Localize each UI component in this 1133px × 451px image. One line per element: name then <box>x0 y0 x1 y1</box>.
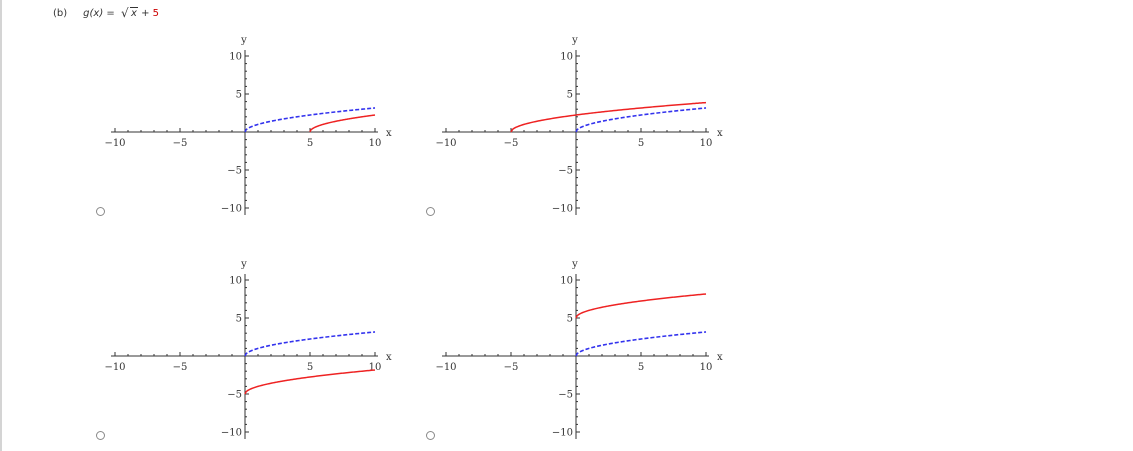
y-tick-label: −10 <box>552 428 573 439</box>
x-axis-label: x <box>386 352 392 363</box>
y-tick-label: 5 <box>567 90 573 101</box>
plot-option-c: −10 −5 5 10 10 5 −5 −10 x y <box>104 259 392 439</box>
y-tick-label: 10 <box>229 52 242 63</box>
x-tick-label: 5 <box>638 362 644 373</box>
x-tick-label: −10 <box>435 362 456 373</box>
y-tick-label: −5 <box>227 390 242 401</box>
x-tick-label: 10 <box>369 362 382 373</box>
x-tick-label: −5 <box>173 362 188 373</box>
x-tick-label: −10 <box>104 362 125 373</box>
plus-sign: + <box>137 8 153 19</box>
y-axis-label: y <box>240 259 247 270</box>
x-tick-label: −10 <box>435 138 456 149</box>
plot-option-b: −10 −5 5 10 10 5 −5 −10 x y <box>435 35 723 215</box>
transformed-function-curve <box>510 101 707 133</box>
part-label: (b) <box>53 8 68 19</box>
x-tick-label: 5 <box>307 138 313 149</box>
function-prefix: g(x) = <box>83 8 118 19</box>
x-tick-label: −5 <box>504 138 519 149</box>
radio-option-a[interactable] <box>96 207 105 216</box>
y-tick-label: 10 <box>560 52 573 63</box>
radio-option-b[interactable] <box>426 207 435 216</box>
y-tick-label: −5 <box>558 390 573 401</box>
y-axis-label: y <box>571 35 578 46</box>
y-tick-label: −10 <box>221 204 242 215</box>
y-tick-label: −5 <box>227 166 242 177</box>
radio-option-c[interactable] <box>96 431 105 440</box>
function-expression: g(x) = √ x + 5 <box>83 6 160 20</box>
y-tick-label: −10 <box>221 428 242 439</box>
parent-function-curve <box>244 107 376 133</box>
plot-option-d: −10 −5 5 10 10 5 −5 −10 x y <box>435 259 723 439</box>
transformed-function-curve <box>244 369 376 395</box>
x-tick-label: −5 <box>173 138 188 149</box>
y-tick-label: −10 <box>552 204 573 215</box>
x-tick-label: 10 <box>369 138 382 149</box>
transformed-function-curve <box>575 293 707 319</box>
x-axis-label: x <box>386 128 392 139</box>
transformed-function-curve <box>309 114 376 133</box>
radicand: x <box>129 7 138 19</box>
y-axis-label: y <box>571 259 578 270</box>
parent-function-curve <box>244 331 376 357</box>
y-tick-label: 10 <box>229 276 242 287</box>
y-tick-label: 5 <box>567 314 573 325</box>
x-tick-label: 10 <box>700 362 713 373</box>
x-axis-label: x <box>717 128 723 139</box>
x-axis-label: x <box>717 352 723 363</box>
y-tick-label: −5 <box>558 166 573 177</box>
y-tick-label: 5 <box>236 314 242 325</box>
y-axis-label: y <box>240 35 247 46</box>
x-tick-label: 5 <box>307 362 313 373</box>
x-tick-label: −5 <box>504 362 519 373</box>
y-tick-label: 5 <box>236 90 242 101</box>
parent-function-curve <box>575 107 707 133</box>
left-border <box>0 0 2 451</box>
x-tick-label: −10 <box>104 138 125 149</box>
radio-option-d[interactable] <box>426 431 435 440</box>
square-root-expression: √ x <box>120 6 138 20</box>
y-tick-label: 10 <box>560 276 573 287</box>
x-tick-label: 5 <box>638 138 644 149</box>
plot-option-a: −10 −5 5 10 10 5 −5 −10 x y <box>104 35 392 215</box>
constant-term: 5 <box>152 8 160 19</box>
question-header: (b) g(x) = √ x + 5 <box>53 6 160 20</box>
x-tick-label: 10 <box>700 138 713 149</box>
radical-icon: √ <box>120 6 129 20</box>
parent-function-curve <box>575 331 707 357</box>
